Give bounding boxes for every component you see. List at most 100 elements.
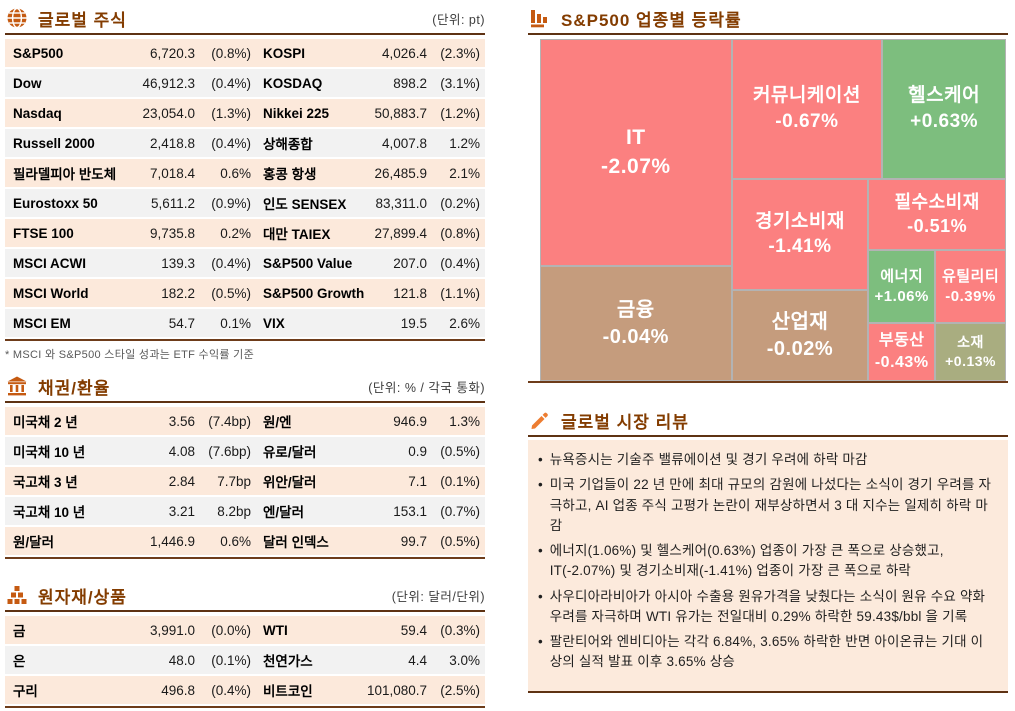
review-bullet: • 사우디아라비아가 아시아 수출용 원유가격을 낮췄다는 소식이 원유 수요 약… [538, 587, 994, 628]
sector-performance-section: S&P500 업종별 등락률 IT -2.07% 금융 -0.04% 커뮤니케이션 -0.… [528, 3, 1008, 383]
commodities-section: 원자재/상품 (단위: 달러/단위) 금 3,991.0 (0.0%) WTI 59.4… [5, 580, 485, 708]
row-label: 원/달러 [13, 535, 55, 550]
bar-chart-icon [528, 6, 552, 30]
table-row: 금 3,991.0 (0.0%) WTI 59.4 (0.3%) [5, 616, 485, 644]
table-bottom-divider [5, 557, 485, 559]
tile-change-label: +0.13% [945, 353, 996, 370]
row-value: 83,311.0 [375, 195, 427, 211]
row-value: 139.3 [161, 255, 195, 271]
row-label: 천연가스 [263, 654, 313, 669]
row-change: (0.5%) [440, 443, 480, 459]
tile-sector-label: 경기소비재 [754, 210, 845, 232]
table-row: MSCI ACWI 139.3 (0.4%) S&P500 Value 207.0 (0.… [5, 249, 485, 277]
tile-change-label: -0.67% [775, 110, 839, 132]
row-change: (1.3%) [211, 105, 251, 121]
row-value: 46,912.3 [142, 75, 195, 91]
bullet-text: 팔란티어와 엔비디아는 각각 6.84%, 3.65% 하락한 반면 아이온큐는… [549, 634, 984, 670]
row-label: 원/엔 [263, 415, 292, 430]
bullet-text: 사우디아라비아가 아시아 수출용 원유가격을 낮췄다는 소식이 원유 수요 약화… [549, 588, 986, 624]
row-label: 위안/달러 [263, 475, 317, 490]
tile-sector-label: 필수소비재 [894, 192, 980, 213]
footnote: * MSCI 와 S&P500 스타일 성과는 ETF 수익률 기준 [5, 349, 255, 361]
sector-treemap: IT -2.07% 금융 -0.04% 커뮤니케이션 -0.67% 헬스케어 +0.63% 경기… [540, 39, 1006, 381]
row-change: (0.0%) [211, 622, 251, 638]
row-value: 99.7 [400, 533, 427, 549]
table-row: 미국채 10 년 4.08 (7.6bp) 유로/달러 0.9 (0.5%) [5, 437, 485, 465]
bullet-dot: • [538, 588, 543, 604]
tile-sector-label: 금융 [616, 298, 655, 321]
row-label: S&P500 [13, 45, 64, 61]
bank-icon [5, 374, 29, 398]
row-change: (0.5%) [211, 285, 251, 301]
row-label: VIX [263, 315, 285, 331]
row-change: (0.7%) [440, 503, 480, 519]
treemap-tile-3: 커뮤니케이션 -0.67% [732, 40, 882, 178]
global-stocks-section: 글로벌 주식 (단위: pt) S&P500 6,720.3 (0.8%) KOSPI… [5, 3, 485, 362]
row-label: 은 [13, 654, 26, 669]
tile-change-label: -2.07% [601, 154, 671, 178]
table-row: 구리 496.8 (0.4%) 비트코인 101,080.7 (2.5%) [5, 676, 485, 704]
tile-change-label: -0.04% [602, 325, 669, 348]
row-change: (1.1%) [440, 285, 480, 301]
row-value: 496.8 [161, 682, 195, 698]
row-label: Nikkei 225 [263, 105, 330, 121]
row-change: (3.1%) [440, 75, 480, 91]
row-value: 3.21 [168, 503, 195, 519]
row-label: 미국채 2 년 [13, 415, 78, 430]
market-review-header: 글로벌 시장 리뷰 [528, 405, 1008, 435]
table-bottom-divider [5, 706, 485, 708]
row-label: Nasdaq [13, 105, 62, 121]
section-title: S&P500 업종별 등락률 [561, 10, 742, 30]
row-change: (0.3%) [440, 622, 480, 638]
commodities-header: 원자재/상품 (단위: 달러/단위) [5, 580, 485, 610]
row-value: 59.4 [400, 622, 427, 638]
row-label: FTSE 100 [13, 225, 74, 241]
table-row: Nasdaq 23,054.0 (1.3%) Nikkei 225 50,883.7 (1… [5, 99, 485, 127]
table-row: 은 48.0 (0.1%) 천연가스 4.4 3.0% [5, 646, 485, 674]
review-bullet: • 뉴욕증시는 기술주 밸류에이션 및 경기 우려에 하락 마감 [538, 450, 994, 470]
row-label: KOSPI [263, 45, 306, 61]
row-value: 2,418.8 [149, 135, 195, 151]
tile-change-label: +1.06% [874, 287, 929, 305]
row-value: 5,611.2 [150, 195, 195, 211]
row-label: 금 [13, 624, 26, 639]
header-divider [5, 610, 485, 612]
bullet-dot: • [538, 543, 543, 558]
row-change: (0.4%) [211, 75, 251, 91]
treemap-tile-8: 에너지 +1.06% [869, 251, 935, 323]
row-label: 유로/달러 [263, 445, 317, 460]
row-label: 상해종합 [263, 137, 313, 152]
row-value: 4.4 [408, 652, 427, 668]
row-value: 54.7 [168, 315, 195, 331]
row-label: 구리 [13, 684, 38, 699]
table-row: 국고채 10 년 3.21 8.2bp 엔/달러 153.1 (0.7%) [5, 497, 485, 525]
row-label: 인도 SENSEX [263, 197, 347, 212]
row-label: 비트코인 [263, 684, 313, 699]
bonds-fx-table: 미국채 2 년 3.56 (7.4bp) 원/엔 946.9 1.3% 미국채 10 년 4.… [5, 407, 485, 555]
row-value: 121.8 [393, 285, 427, 301]
row-change: (0.8%) [440, 225, 480, 241]
sector-performance-header: S&P500 업종별 등락률 [528, 3, 1008, 33]
global-stocks-table: S&P500 6,720.3 (0.8%) KOSPI 4,026.4 (2.3%) Dow… [5, 39, 485, 337]
row-label: 대만 TAIEX [263, 227, 331, 242]
row-label: 엔/달러 [263, 505, 305, 520]
header-divider [5, 401, 485, 403]
treemap-bottom-divider [528, 381, 1008, 383]
tile-change-label: -0.51% [907, 216, 968, 237]
left-column: 글로벌 주식 (단위: pt) S&P500 6,720.3 (0.8%) KOSPI… [5, 3, 485, 708]
row-value: 4,007.8 [381, 135, 427, 151]
bullet-text: 뉴욕증시는 기술주 밸류에이션 및 경기 우려에 하락 마감 [549, 452, 868, 467]
market-review-section: 글로벌 시장 리뷰 • 뉴욕증시는 기술주 밸류에이션 및 경기 우려에 하락 마… [528, 405, 1008, 693]
row-change: 0.2% [220, 225, 251, 241]
row-value: 23,054.0 [142, 105, 195, 121]
row-label: Russell 2000 [13, 135, 95, 151]
row-change: (0.9%) [211, 195, 251, 211]
row-value: 4,026.4 [381, 45, 427, 61]
treemap-tile-2: 금융 -0.04% [541, 267, 731, 380]
unit-label: (단위: pt) [432, 12, 485, 27]
section-title: 글로벌 주식 [38, 10, 127, 30]
row-value: 9,735.8 [149, 225, 195, 241]
table-row: MSCI World 182.2 (0.5%) S&P500 Growth 121.8 (… [5, 279, 485, 307]
row-value: 3.56 [168, 413, 195, 429]
row-value: 101,080.7 [366, 682, 427, 698]
